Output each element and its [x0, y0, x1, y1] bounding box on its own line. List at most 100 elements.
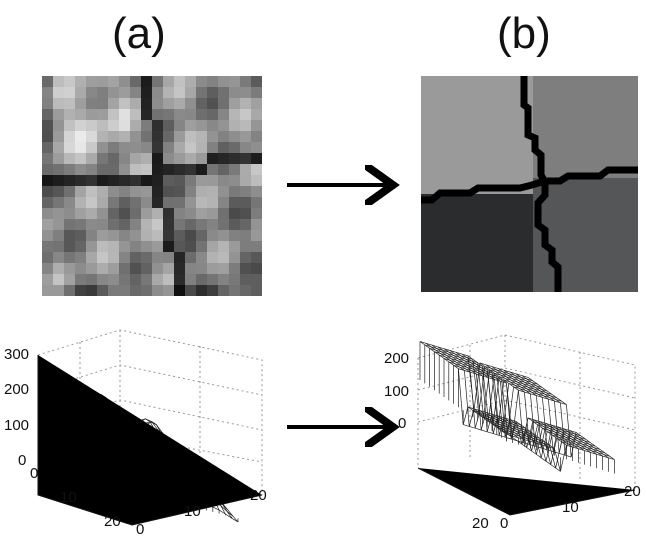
- pixel-cell: [207, 164, 218, 175]
- pixel-cell: [163, 274, 174, 285]
- pixel-cell: [75, 153, 86, 164]
- pixel-cell: [174, 109, 185, 120]
- plot-b-z-tick-100: 100: [384, 383, 409, 400]
- pixel-cell: [240, 285, 251, 296]
- pixel-cell: [229, 164, 240, 175]
- pixel-cell: [141, 98, 152, 109]
- pixel-cell: [75, 241, 86, 252]
- pixel-cell: [152, 219, 163, 230]
- pixel-cell: [207, 197, 218, 208]
- pixel-cell: [119, 175, 130, 186]
- pixel-cell: [75, 120, 86, 131]
- pixel-cell: [53, 98, 64, 109]
- pixel-cell: [42, 76, 53, 87]
- pixel-cell: [97, 230, 108, 241]
- pixel-cell: [251, 98, 262, 109]
- pixel-cell: [42, 208, 53, 219]
- pixel-cell: [185, 142, 196, 153]
- pixel-cell: [141, 263, 152, 274]
- pixel-cell: [207, 87, 218, 98]
- pixel-cell: [185, 87, 196, 98]
- pixel-cell: [130, 186, 141, 197]
- pixel-cell: [42, 285, 53, 296]
- region-bottom-right: [533, 178, 638, 292]
- boundary-vertical: [520, 76, 562, 292]
- pixel-cell: [207, 252, 218, 263]
- pixel-cell: [108, 186, 119, 197]
- pixel-cell: [86, 263, 97, 274]
- pixel-cell: [97, 274, 108, 285]
- pixel-cell: [218, 175, 229, 186]
- pixel-cell: [141, 241, 152, 252]
- mesh-line: [463, 424, 572, 458]
- pixel-cell: [108, 274, 119, 285]
- pixel-cell: [163, 263, 174, 274]
- pixel-cell: [174, 263, 185, 274]
- pixel-cell: [196, 153, 207, 164]
- pixel-cell: [229, 142, 240, 153]
- plot-a-axes: [37, 355, 263, 526]
- mesh-line: [491, 423, 601, 462]
- pixel-cell: [64, 197, 75, 208]
- pixel-cell: [130, 219, 141, 230]
- pixel-cell: [141, 76, 152, 87]
- pixel-cell: [218, 76, 229, 87]
- pixel-cell: [185, 109, 196, 120]
- pixel-cell: [64, 87, 75, 98]
- pixel-cell: [119, 252, 130, 263]
- pixel-cell: [240, 186, 251, 197]
- pixel-cell: [152, 120, 163, 131]
- pixel-cell: [75, 285, 86, 296]
- pixel-cell: [163, 120, 174, 131]
- pixel-cell: [97, 87, 108, 98]
- pixel-cell: [174, 142, 185, 153]
- pixel-cell: [174, 76, 185, 87]
- pixel-cell: [163, 98, 174, 109]
- pixel-cell: [130, 263, 141, 274]
- pixel-cell: [229, 197, 240, 208]
- pixel-cell: [207, 230, 218, 241]
- pixel-cell: [229, 98, 240, 109]
- pixel-cell: [53, 175, 64, 186]
- pixel-cell: [119, 285, 130, 296]
- pixel-cell: [97, 164, 108, 175]
- pixel-cell: [108, 241, 119, 252]
- pixel-cell: [152, 109, 163, 120]
- pixel-cell: [196, 230, 207, 241]
- pixel-cell: [240, 153, 251, 164]
- pixel-cell: [86, 131, 97, 142]
- pixel-cell: [119, 87, 130, 98]
- pixel-cell: [218, 274, 229, 285]
- pixel-cell: [163, 208, 174, 219]
- pixel-cell: [86, 87, 97, 98]
- pixel-cell: [174, 98, 185, 109]
- pixel-cell: [251, 120, 262, 131]
- pixel-cell: [196, 87, 207, 98]
- pixel-cell: [97, 153, 108, 164]
- pixel-cell: [174, 252, 185, 263]
- pixel-cell: [53, 76, 64, 87]
- pixel-cell: [86, 164, 97, 175]
- pixel-cell: [53, 197, 64, 208]
- pixel-cell: [75, 175, 86, 186]
- pixel-cell: [42, 98, 53, 109]
- pixel-cell: [108, 230, 119, 241]
- pixel-cell: [207, 274, 218, 285]
- plot-b-axes: [417, 467, 636, 516]
- pixel-cell: [119, 197, 130, 208]
- pixel-cell: [119, 98, 130, 109]
- pixel-cell: [119, 164, 130, 175]
- pixel-cell: [141, 109, 152, 120]
- plot-b-y-tick-20: 20: [472, 515, 489, 532]
- pixel-cell: [240, 98, 251, 109]
- pixel-cell: [141, 153, 152, 164]
- pixel-cell: [251, 274, 262, 285]
- pixel-cell: [251, 109, 262, 120]
- pixel-cell: [218, 186, 229, 197]
- pixel-cell: [75, 252, 86, 263]
- plot-a-x-tick-0: 0: [136, 521, 144, 538]
- pixel-cell: [108, 164, 119, 175]
- pixel-cell: [64, 76, 75, 87]
- pixel-cell: [163, 109, 174, 120]
